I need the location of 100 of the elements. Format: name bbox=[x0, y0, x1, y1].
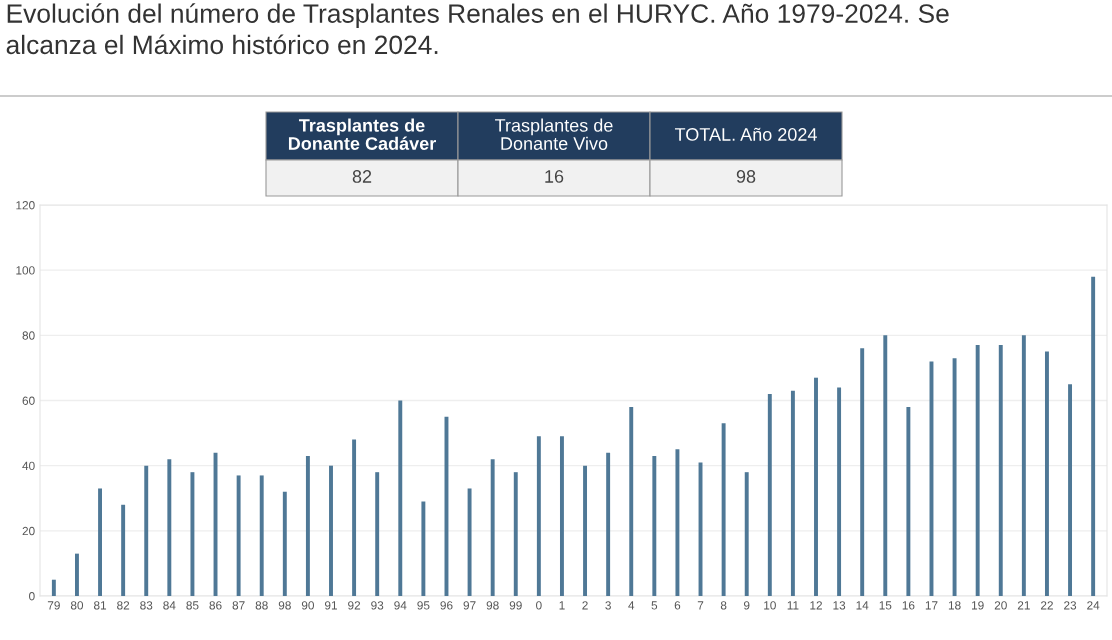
x-tick-label: 2 bbox=[582, 601, 588, 610]
bar bbox=[282, 491, 287, 596]
bar bbox=[121, 504, 126, 596]
bar bbox=[536, 436, 541, 596]
bar bbox=[790, 390, 795, 596]
x-tick-label: 99 bbox=[509, 601, 522, 610]
bar bbox=[1021, 335, 1026, 596]
x-tick-label: 94 bbox=[394, 601, 407, 610]
bar bbox=[375, 472, 380, 596]
bar bbox=[467, 488, 472, 596]
x-tick-label: 11 bbox=[787, 601, 799, 610]
bar bbox=[51, 579, 56, 596]
bar bbox=[144, 465, 149, 596]
x-tick-label: 93 bbox=[371, 601, 384, 610]
y-tick-label: 120 bbox=[16, 201, 35, 210]
x-tick-label: 88 bbox=[255, 601, 268, 610]
bar bbox=[744, 472, 749, 596]
y-tick-label: 0 bbox=[29, 592, 35, 601]
bar bbox=[167, 459, 172, 596]
x-tick-label: 20 bbox=[994, 601, 1007, 610]
bar bbox=[883, 335, 888, 596]
x-tick-label: 79 bbox=[47, 601, 60, 610]
bar bbox=[559, 436, 564, 596]
bar bbox=[606, 452, 611, 596]
x-tick-label: 15 bbox=[879, 601, 892, 610]
x-tick-label: 84 bbox=[163, 601, 176, 610]
x-tick-label: 17 bbox=[925, 601, 938, 610]
x-tick-label: 18 bbox=[948, 601, 961, 610]
bar bbox=[1044, 351, 1049, 596]
text: Trasplantes de Donante Cadáver bbox=[288, 118, 436, 150]
x-tick-label: 16 bbox=[902, 601, 915, 610]
bar bbox=[98, 488, 103, 596]
x-tick-label: 21 bbox=[1017, 601, 1030, 610]
bar bbox=[236, 475, 241, 596]
bar bbox=[814, 377, 818, 596]
y-tick-label: 100 bbox=[16, 266, 35, 275]
bar bbox=[1091, 276, 1096, 596]
bar bbox=[860, 348, 865, 596]
text: 16 bbox=[545, 170, 564, 183]
bar bbox=[952, 358, 957, 596]
bar bbox=[675, 449, 680, 596]
bar bbox=[721, 423, 726, 596]
text: 98 bbox=[736, 170, 756, 183]
y-tick-label: 20 bbox=[22, 526, 35, 536]
bar bbox=[490, 459, 495, 596]
x-tick-label: 98 bbox=[278, 601, 291, 610]
bar bbox=[767, 393, 772, 596]
x-tick-label: 92 bbox=[348, 601, 361, 610]
bar bbox=[975, 345, 980, 596]
text: 82 bbox=[352, 170, 372, 183]
x-tick-label: 87 bbox=[232, 601, 245, 610]
x-tick-label: 0 bbox=[536, 601, 542, 610]
x-tick-label: 83 bbox=[140, 601, 153, 610]
bar bbox=[190, 472, 195, 596]
x-tick-label: 19 bbox=[972, 601, 984, 610]
y-tick-label: 40 bbox=[22, 461, 35, 471]
x-tick-label: 86 bbox=[209, 601, 222, 610]
chart-title: Evolución del número de Trasplantes Renales en el HURYC. Año 1979-2024. Se alcanza el Máximo histórico en 2024. bbox=[6, 3, 949, 55]
x-tick-label: 91 bbox=[324, 601, 337, 610]
bar bbox=[329, 465, 333, 596]
x-tick-label: 98 bbox=[486, 601, 499, 610]
x-tick-label: 5 bbox=[651, 601, 658, 610]
x-tick-label: 97 bbox=[463, 601, 476, 610]
x-tick-label: 85 bbox=[186, 601, 199, 610]
bar bbox=[1068, 384, 1073, 596]
bar bbox=[305, 455, 310, 596]
bar bbox=[421, 501, 426, 596]
x-tick-label: 90 bbox=[301, 601, 315, 610]
x-tick-label: 23 bbox=[1064, 601, 1077, 610]
x-tick-label: 4 bbox=[628, 601, 635, 610]
bar bbox=[906, 407, 911, 596]
x-tick-label: 10 bbox=[764, 601, 776, 610]
x-tick-label: 82 bbox=[117, 601, 130, 610]
bar bbox=[998, 345, 1003, 596]
x-tick-label: 12 bbox=[810, 601, 822, 610]
x-tick-label: 80 bbox=[70, 601, 84, 610]
bar bbox=[583, 465, 588, 596]
bar bbox=[837, 387, 842, 596]
x-tick-label: 14 bbox=[856, 601, 869, 610]
x-tick-label: 95 bbox=[417, 601, 430, 610]
y-tick-label: 60 bbox=[22, 396, 35, 405]
bar bbox=[398, 400, 403, 596]
text: Trasplantes de Donante Vivo bbox=[495, 118, 613, 150]
y-tick-label: 80 bbox=[22, 331, 35, 340]
x-tick-label: 3 bbox=[605, 601, 611, 610]
bar bbox=[629, 407, 634, 596]
x-tick-label: 13 bbox=[833, 601, 846, 610]
bar bbox=[513, 472, 518, 596]
bar bbox=[74, 553, 79, 596]
bar bbox=[352, 439, 357, 596]
x-tick-label: 9 bbox=[743, 601, 750, 610]
x-tick-label: 1 bbox=[559, 601, 565, 610]
text: TOTAL. Año 2024 bbox=[674, 127, 817, 141]
x-tick-label: 24 bbox=[1087, 601, 1100, 610]
bar bbox=[652, 455, 657, 596]
x-tick-label: 6 bbox=[674, 601, 681, 610]
x-tick-label: 8 bbox=[720, 601, 727, 610]
x-tick-label: 96 bbox=[440, 601, 453, 610]
bar bbox=[259, 475, 264, 596]
x-tick-label: 81 bbox=[94, 601, 107, 610]
